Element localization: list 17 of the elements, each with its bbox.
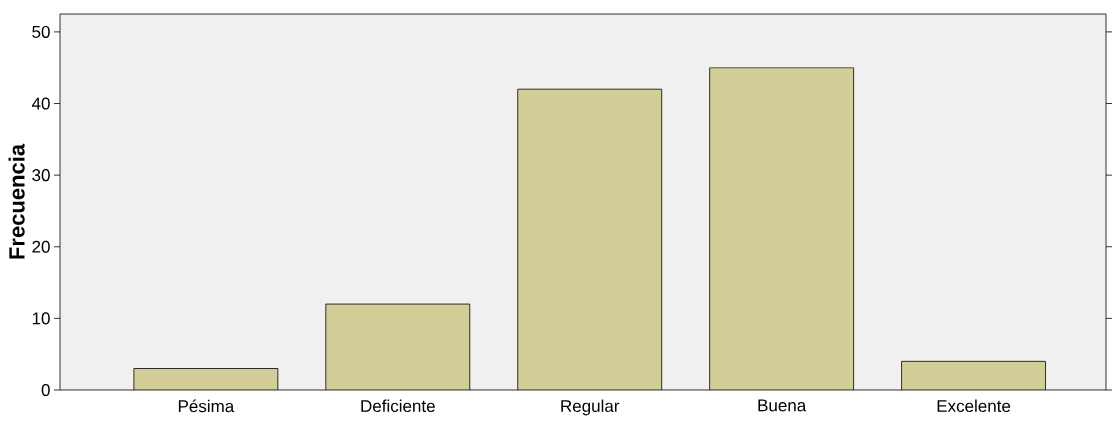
y-tick-label: 20 xyxy=(32,240,50,253)
x-tick-label: Buena xyxy=(758,399,807,412)
x-tick-label: Excelente xyxy=(937,399,1011,413)
y-tick-label: 0 xyxy=(41,383,50,397)
y-tick-label: 10 xyxy=(32,312,50,325)
y-tick-label: 50 xyxy=(32,25,50,38)
y-tick-label: 40 xyxy=(31,97,50,110)
bar xyxy=(325,303,471,390)
bar xyxy=(133,368,279,390)
x-tick-label: Deficiente xyxy=(361,399,435,413)
y-axis-title: Frecuencia xyxy=(8,143,25,259)
x-tick-label: Regular xyxy=(561,399,620,416)
bar xyxy=(709,67,855,390)
x-tick-label: Pésima xyxy=(178,399,235,413)
bar xyxy=(901,360,1046,390)
y-tick-label: 30 xyxy=(32,169,50,182)
bar xyxy=(517,89,662,390)
